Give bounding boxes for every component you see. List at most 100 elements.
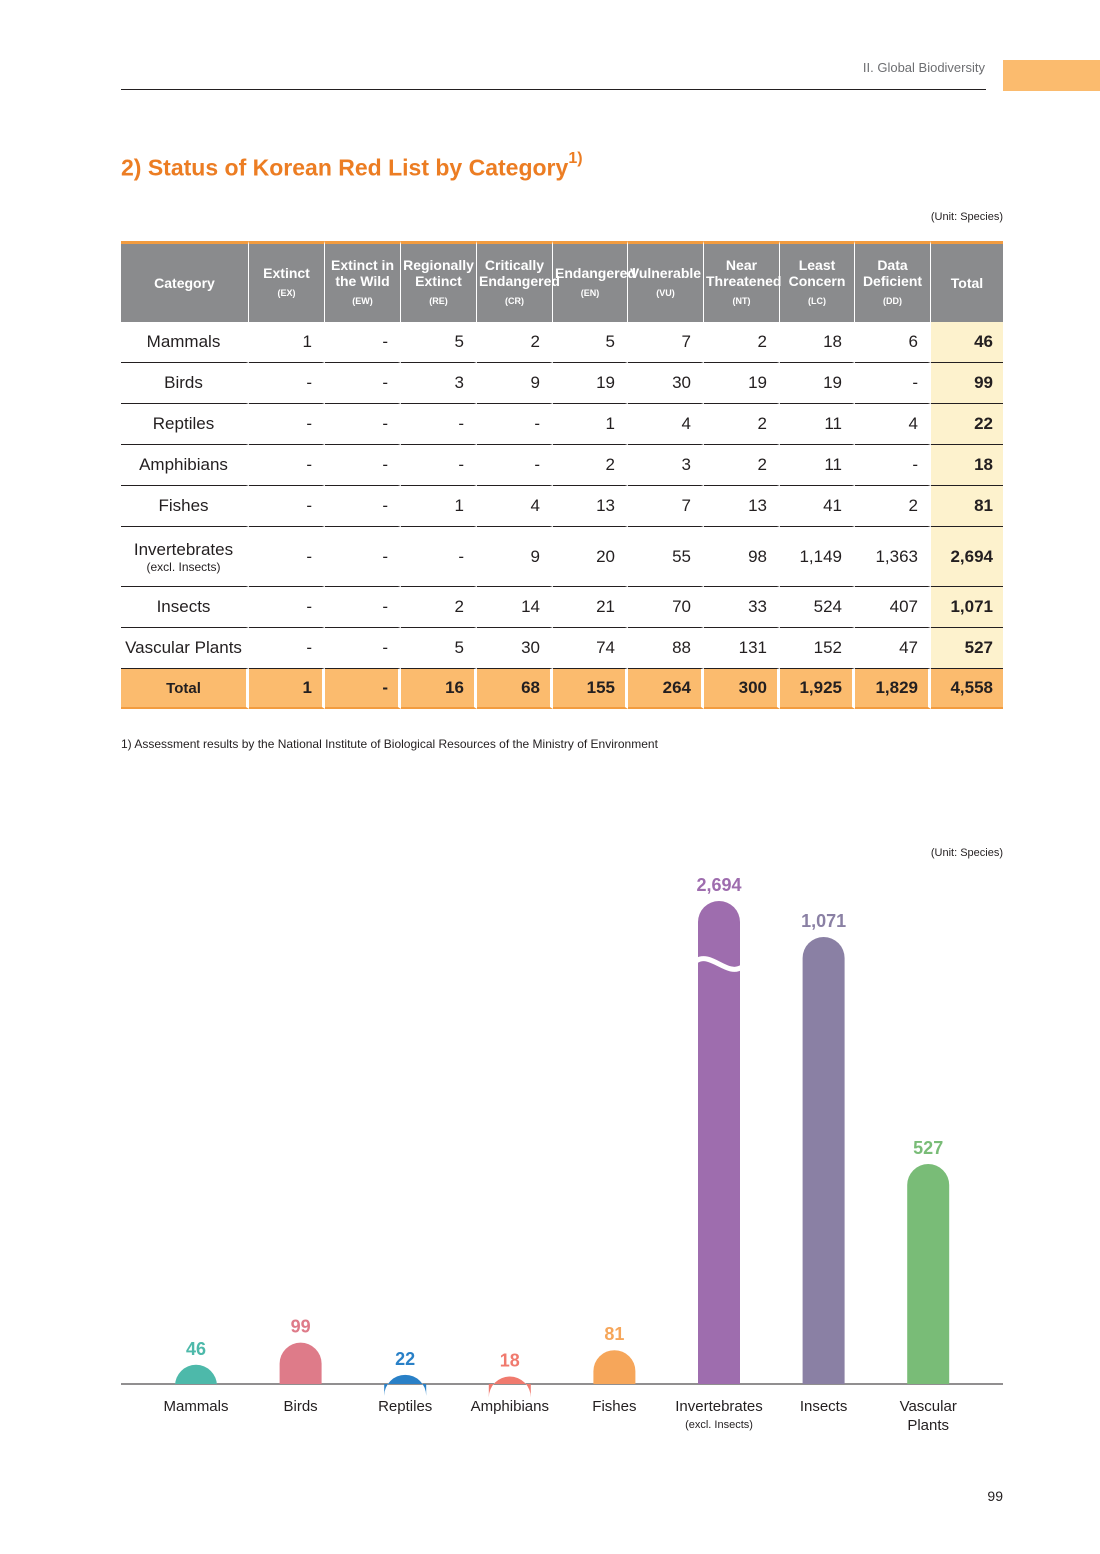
table-cell: -	[325, 669, 401, 709]
x-tick-label: Mammals	[163, 1398, 228, 1415]
bar-invertebrates	[698, 901, 740, 1384]
column-abbr: (RE)	[429, 296, 448, 306]
axis-break-mark	[694, 956, 744, 972]
table-cell: 155	[553, 669, 628, 709]
table-cell: 7	[628, 486, 704, 527]
row-category: Vascular Plants	[121, 628, 249, 669]
table-cell: 41	[780, 486, 855, 527]
table-cell: 3	[401, 363, 477, 404]
table-cell: 152	[780, 628, 855, 669]
bar-value-label: 22	[395, 1349, 415, 1369]
column-label: Endangered	[555, 265, 636, 281]
table-cell: -	[325, 628, 401, 669]
row-category-note: (excl. Insects)	[146, 559, 221, 574]
table-row: Invertebrates (excl. Insects) - - -9 20 55 98 1,…	[121, 527, 1003, 587]
table-cell: 33	[704, 587, 780, 628]
table-cell: 68	[477, 669, 553, 709]
bar-value-label: 81	[604, 1324, 624, 1344]
table-cell: -	[325, 587, 401, 628]
bar-value-label: 2,694	[696, 875, 741, 895]
table-cell: 2	[477, 322, 553, 363]
table-cell: 6	[855, 322, 931, 363]
table-row: Insects - -2 14 21 70 33 524 407 1,071	[121, 587, 1003, 628]
row-category: Insects	[121, 587, 249, 628]
table-cell: -	[401, 404, 477, 445]
table-cell: 30	[477, 628, 553, 669]
table-row: Amphibians - - - -2 3 2 11-18	[121, 445, 1003, 486]
table-cell: -	[325, 445, 401, 486]
table-cell: -	[477, 404, 553, 445]
table-cell: -	[855, 363, 931, 404]
row-total: 81	[931, 486, 1003, 527]
column-header: Extinct (EX)	[249, 241, 325, 322]
species-total-bar-chart: 46 Mammals 99 Birds 22 Reptiles 18 Amphibians 81…	[121, 875, 1003, 1434]
x-tick-label: Fishes	[592, 1398, 636, 1415]
row-category: Amphibians	[121, 445, 249, 486]
table-cell: 131	[704, 628, 780, 669]
table-cell: 98	[704, 527, 780, 587]
bar-value-label: 527	[913, 1138, 943, 1158]
bar-birds	[279, 1342, 322, 1384]
table-cell: 2	[704, 445, 780, 486]
table-cell: 7	[628, 322, 704, 363]
table-cell: -	[325, 527, 401, 587]
row-total: 1,071	[931, 587, 1003, 628]
x-tick-label: Insects	[800, 1398, 848, 1415]
table-cell: -	[477, 445, 553, 486]
table-cell: 4	[477, 486, 553, 527]
x-tick-sublabel: (excl. Insects)	[685, 1419, 753, 1431]
bar-fishes	[593, 1350, 636, 1384]
page-title: 2) Status of Korean Red List by Category…	[121, 150, 583, 181]
table-cell: -	[249, 445, 325, 486]
column-label: Total	[950, 275, 984, 291]
x-tick-label: Plants	[907, 1417, 949, 1434]
column-abbr: (LC)	[808, 296, 826, 306]
x-tick-label: Reptiles	[378, 1398, 432, 1415]
column-label: Vulnerable	[630, 265, 702, 281]
table-cell: 2	[704, 404, 780, 445]
table-cell: 74	[553, 628, 628, 669]
table-row: Reptiles - - - -1 4 2 11 4 22	[121, 404, 1003, 445]
table-cell: -	[249, 628, 325, 669]
column-abbr: (EN)	[580, 288, 600, 298]
table-cell: 5	[401, 628, 477, 669]
table-cell: 16	[401, 669, 477, 709]
table-cell: 1,829	[855, 669, 931, 709]
table-cell: 407	[855, 587, 931, 628]
table-row: Birds - -3 9 19 30 19 19-99	[121, 363, 1003, 404]
table-cell: 55	[628, 527, 704, 587]
footnote: 1) Assessment results by the National In…	[121, 737, 658, 751]
table-cell: 11	[780, 445, 855, 486]
row-category: Invertebrates (excl. Insects)	[121, 527, 249, 587]
x-tick-label: Amphibians	[471, 1398, 549, 1415]
table-cell: 9	[477, 363, 553, 404]
bar-value-label: 1,071	[801, 911, 846, 931]
table-cell: 18	[780, 322, 855, 363]
table-cell: -	[855, 445, 931, 486]
column-header: Data Deficient (DD)	[855, 241, 931, 322]
table-cell: 2	[855, 486, 931, 527]
bar-reptiles	[384, 1374, 427, 1396]
table-cell: 4	[855, 404, 931, 445]
table-cell: 524	[780, 587, 855, 628]
row-total: 22	[931, 404, 1003, 445]
column-abbr: (DD)	[883, 296, 902, 306]
section-header: II. Global Biodiversity	[862, 60, 985, 75]
column-label: Extinct in the Wild	[330, 257, 394, 289]
column-abbr: (EW)	[352, 296, 373, 306]
bar-insects	[802, 937, 845, 1384]
row-total: 46	[931, 322, 1003, 363]
footnote-marker: 1)	[568, 150, 583, 167]
table-cell: -	[249, 363, 325, 404]
table-cell: -	[401, 445, 477, 486]
column-label: Least Concern	[788, 257, 846, 289]
row-total: 4,558	[931, 669, 1003, 709]
bar-value-label: 46	[186, 1339, 206, 1359]
table-cell: 19	[704, 363, 780, 404]
table-cell: 13	[704, 486, 780, 527]
table-cell: 19	[780, 363, 855, 404]
table-cell: 14	[477, 587, 553, 628]
row-category: Birds	[121, 363, 249, 404]
column-header: Extinct in the Wild (EW)	[325, 241, 401, 322]
table-cell: 11	[780, 404, 855, 445]
